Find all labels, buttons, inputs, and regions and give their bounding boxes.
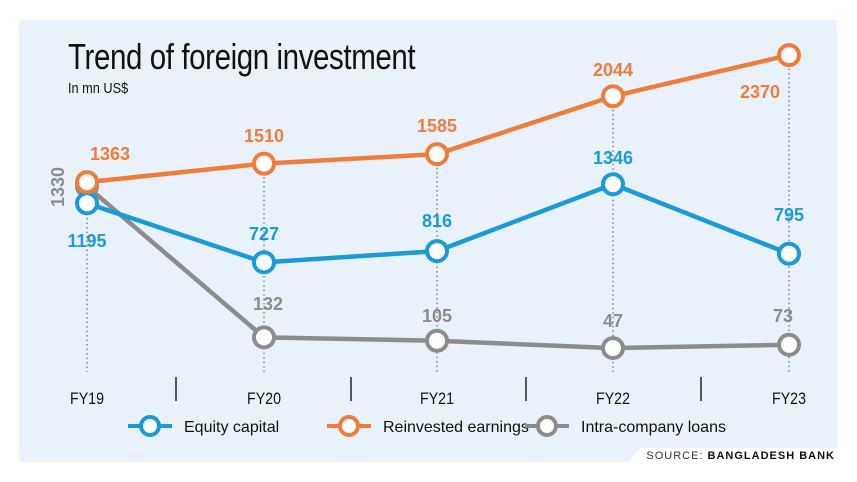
data-label: 1585 — [417, 116, 457, 136]
legend-label: Intra-company loans — [581, 419, 726, 436]
data-point — [601, 172, 625, 197]
legend-label: Equity capital — [184, 419, 279, 436]
data-label: 1510 — [244, 126, 284, 146]
data-label: 727 — [249, 224, 279, 244]
legend-marker-icon — [139, 415, 161, 437]
source-name: BANGLADESH BANK — [707, 450, 835, 462]
chart-background — [19, 20, 837, 462]
data-label: 1330 — [48, 167, 68, 207]
data-label: 47 — [603, 311, 623, 331]
x-tick-label: FY19 — [70, 389, 104, 408]
data-point — [425, 142, 449, 167]
source-label: SOURCE: — [646, 450, 704, 462]
data-point — [777, 241, 801, 266]
x-tick-label: FY21 — [420, 389, 454, 408]
chart-title: Trend of foreign investment — [68, 36, 416, 77]
data-point — [777, 43, 801, 68]
source-note: SOURCE: BANGLADESH BANK — [646, 450, 835, 462]
x-tick-label: FY23 — [772, 389, 806, 408]
data-point — [601, 336, 625, 361]
data-point — [601, 84, 625, 109]
data-point — [75, 191, 99, 216]
data-label: 2370 — [740, 82, 780, 102]
chart-subtitle: In mn US$ — [68, 80, 129, 97]
x-tick-label: FY22 — [596, 389, 630, 408]
data-point — [777, 332, 801, 357]
data-label: 73 — [773, 306, 793, 326]
data-point — [252, 250, 276, 275]
data-point — [75, 170, 99, 195]
data-label: 1195 — [67, 231, 106, 251]
legend-marker-icon — [536, 415, 558, 437]
data-label: 2044 — [593, 60, 633, 80]
data-label: 105 — [422, 306, 452, 326]
legend-label: Reinvested earnings — [383, 419, 529, 436]
data-label: 1363 — [90, 144, 130, 164]
data-point — [252, 151, 276, 176]
data-label: 132 — [253, 294, 283, 314]
data-label: 816 — [422, 211, 452, 231]
data-label: 1346 — [593, 148, 633, 168]
legend-marker-icon — [338, 415, 360, 437]
data-point — [425, 328, 449, 353]
data-label: 795 — [774, 205, 804, 225]
data-point — [252, 325, 276, 350]
data-point — [425, 239, 449, 264]
x-tick-label: FY20 — [247, 389, 281, 408]
